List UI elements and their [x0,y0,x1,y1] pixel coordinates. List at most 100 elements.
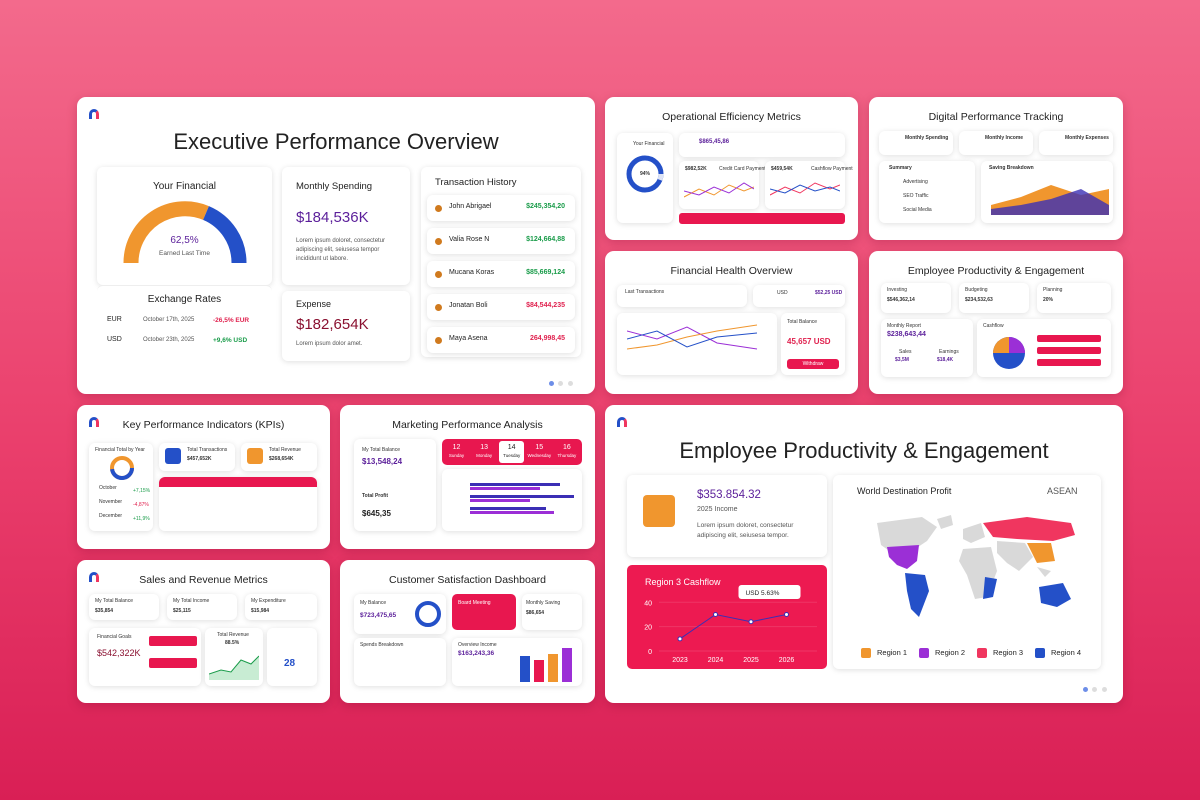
legend-swatch [1035,648,1045,658]
slide: Customer Satisfaction Dashboard My Balan… [340,560,595,703]
card: $982,52K Credit Card Payment [679,161,766,209]
x-tick-label: 2024 [708,657,724,664]
card: Total Transactions $457,652K [159,443,235,471]
rows: -26,5% EUR [213,317,250,324]
spends: Spends Breakdown [360,642,404,648]
day-name: Monday [476,453,493,458]
months: +7,15% [133,488,151,494]
title: Executive Performance Overview [173,129,499,154]
title: Expense [296,299,332,309]
legend-swatch [861,648,871,658]
line [679,613,787,640]
earnings: Earnings [939,349,959,355]
x-tick-label: 2023 [672,657,688,664]
area-chart [209,655,259,680]
donut [415,601,441,627]
title: Financial Health Overview [670,265,793,277]
sales: $3,5M [895,357,909,363]
tops: $25,115 [173,608,191,614]
sparkline [684,182,754,198]
dot [435,304,442,311]
text: Lorem ipsum doloret, consectetur adipisc… [296,238,386,262]
area-chart [991,185,1109,215]
dot [435,205,442,212]
logo [89,109,99,119]
card: Monthly Income [959,131,1033,155]
slide: Sales and Revenue Metrics My Total Balan… [77,560,330,703]
rows: Advertising [903,179,928,185]
pager [549,373,579,386]
title: Employee Productivity & Engagement [679,438,1049,463]
card: Cashflow [977,319,1111,377]
element [684,182,754,196]
last: Last Transactions [625,289,665,295]
card [159,477,317,531]
goals: $542,322K [97,648,141,658]
day: 14 Tuesday [499,441,525,463]
card: Saving Breakdown [981,161,1113,223]
card: Your Financial 62,5% Earned Last Time [97,167,272,285]
title: Digital Performance Tracking [928,111,1064,123]
slide: Key Performance Indicators (KPIs) Financ… [77,405,330,549]
annotation-box [738,585,801,599]
bar [1037,335,1101,342]
caption: Earned Last Time [159,250,210,257]
a [165,448,181,464]
card: Monthly Saving $86,654 [522,594,582,630]
text: Lorem ipsum doloret, consectetur adipisc… [697,522,794,540]
gauge [123,201,247,264]
title: Exchange Rates [147,294,222,305]
a [470,495,574,498]
balance: My Balance [360,600,387,606]
card1: Credit Card Payment [719,166,766,172]
day-name: Tuesday [503,453,521,458]
element [549,381,554,386]
element [567,381,573,386]
title: Your Financial [152,181,216,192]
sales: Sales [899,349,912,355]
transaction-row: Valia Rose N $124,664,88 [427,228,575,254]
element [627,324,758,350]
text: Lorem ipsum dolor amet. [296,341,363,347]
profit: Total Profit [362,493,389,499]
element [993,337,1009,353]
card: 28 [267,628,317,686]
element [1083,687,1088,692]
pager [1083,679,1113,692]
day: 12 Sunday [444,441,469,463]
card [617,313,777,375]
card: My Balance $723,475,65 [354,594,446,634]
a [548,654,558,682]
balance: $723,475,65 [360,612,397,619]
rows: USD [107,336,122,343]
usd-amount: $52,25 USD [815,290,843,296]
title: World Destination Profit [857,486,952,496]
pie [993,337,1025,369]
card: Monthly Spending [879,131,953,155]
slide: Employee Productivity & Engagement $353.… [605,405,1123,703]
card: Monthly Report $238,643,44 Sales $3,5M Ea… [881,319,973,377]
cashflow: Cashflow [983,323,1004,329]
card: My Total Balance $35,854 [89,594,159,620]
element [684,184,754,198]
element [983,577,997,599]
element [558,381,564,386]
legend-label: Region 2 [935,648,966,657]
a [470,511,554,514]
card: Total Revenue 88.5% [205,628,263,686]
element [209,655,259,675]
title: Operational Efficiency Metrics [662,111,801,123]
rows: Social Media [903,207,932,213]
chart-title: Region 3 Cashflow [645,577,721,587]
rows: +9,6% USD [213,337,248,344]
saving: Saving Breakdown [989,165,1034,171]
legend-swatch [977,648,987,658]
card: Summary Advertising SEO Traffic Social M… [879,161,975,223]
element [937,515,953,529]
profit: $645,35 [362,509,391,518]
point [677,636,683,642]
tops: Planning [1043,287,1063,293]
card [442,469,582,531]
card: Expense $182,654K Lorem ipsum dolor amet… [282,291,410,361]
tops: $35,854 [95,608,114,614]
